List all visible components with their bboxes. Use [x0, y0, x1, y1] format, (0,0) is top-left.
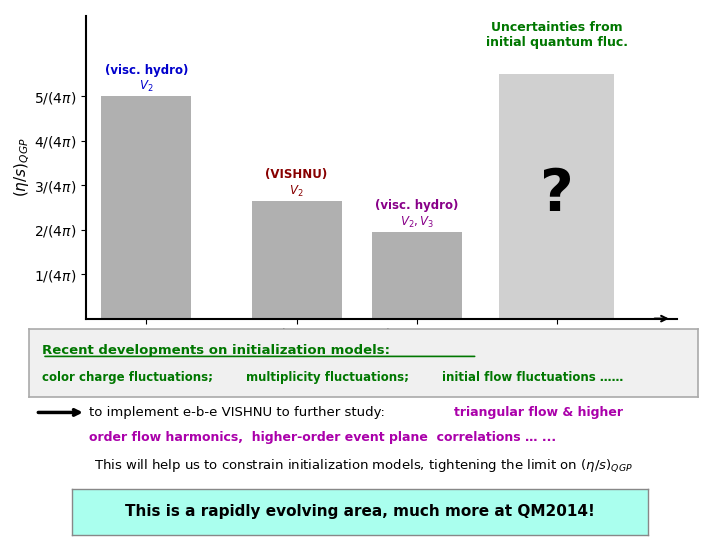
Text: (visc. hydro)
$V_2,V_3$: (visc. hydro) $V_2,V_3$ — [375, 199, 459, 230]
Text: (VISHNU)
$V_2$: (VISHNU) $V_2$ — [266, 168, 328, 199]
Bar — [102, 96, 192, 319]
Text: color charge fluctuations;        multiplicity fluctuations;        initial flow: color charge fluctuations; multiplicity … — [42, 372, 624, 384]
Text: ?: ? — [540, 166, 574, 222]
Text: order flow harmonics,  higher-order event plane  correlations … ...: order flow harmonics, higher-order event… — [89, 431, 556, 444]
Bar — [499, 74, 614, 319]
Text: triangular flow & higher: triangular flow & higher — [454, 406, 623, 419]
Text: This will help us to constrain initialization models, tightening the limit on $(: This will help us to constrain initializ… — [94, 457, 633, 474]
Text: Recent developments on initialization models:: Recent developments on initialization mo… — [42, 345, 390, 357]
Text: to implement e-b-e VISHNU to further study:: to implement e-b-e VISHNU to further stu… — [89, 406, 385, 419]
Y-axis label: $(\eta / s)_{QGP}$: $(\eta / s)_{QGP}$ — [12, 138, 32, 197]
Text: This is a rapidly evolving area, much more at QM2014!: This is a rapidly evolving area, much mo… — [125, 504, 595, 519]
Text: year: year — [660, 343, 690, 357]
Text: Uncertainties from
initial quantum fluc.: Uncertainties from initial quantum fluc. — [486, 21, 628, 49]
Bar — [372, 232, 462, 319]
Bar — [251, 201, 341, 319]
Text: (visc. hydro)
$V_2$: (visc. hydro) $V_2$ — [104, 64, 188, 94]
